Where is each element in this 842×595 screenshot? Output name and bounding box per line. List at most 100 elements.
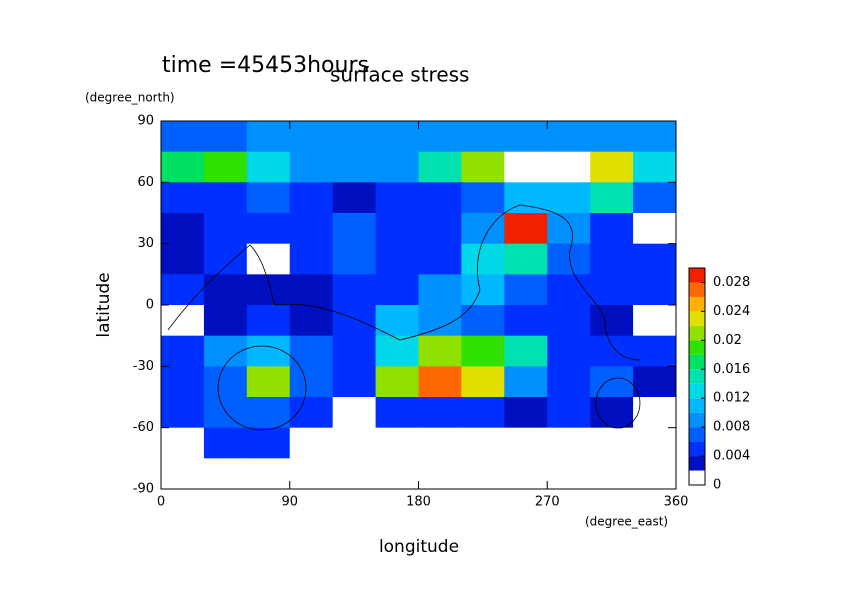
field-cell (547, 458, 591, 490)
field-cell (161, 151, 205, 183)
field-cell (332, 121, 377, 153)
field-cell (633, 335, 677, 367)
field-cell (203, 274, 248, 306)
field-cell (375, 274, 419, 306)
field-cell (418, 213, 462, 245)
field-cell (203, 121, 248, 153)
field-cell (633, 243, 677, 275)
x-tick-label: 180 (406, 495, 431, 510)
y-axis-label: latitude (94, 272, 114, 337)
field-cell (547, 366, 591, 398)
field-cell (203, 151, 248, 183)
subtitle: time =45453hours (162, 53, 369, 78)
colorbar-bin (689, 340, 705, 355)
field-cell (161, 182, 205, 214)
chart-title: surface stress (330, 63, 469, 87)
field-cell (289, 213, 334, 245)
field-cell (590, 121, 634, 153)
field-cell (590, 427, 634, 459)
field-cell (547, 182, 591, 214)
field-cell (332, 151, 377, 183)
x-tick-label: 360 (664, 495, 689, 510)
field-cell (246, 121, 291, 153)
field-cell (461, 243, 505, 275)
field-cell (504, 366, 548, 398)
field-cell (203, 397, 248, 429)
colorbar-tick-label: 0.02 (713, 333, 742, 348)
field-cell (289, 397, 334, 429)
field-cell (161, 243, 205, 275)
field-cell (375, 366, 419, 398)
y-tick-label: 30 (137, 236, 154, 251)
field-cell (633, 182, 677, 214)
field-cell (633, 366, 677, 398)
field-cell (289, 274, 334, 306)
field-cell (246, 151, 291, 183)
field-cell (504, 305, 548, 337)
field-cell (547, 397, 591, 429)
colorbar-bin (689, 268, 705, 283)
colorbar-frame (688, 267, 706, 486)
field-cell (332, 274, 377, 306)
field-cell (161, 274, 205, 306)
colorbar-bin (689, 398, 705, 413)
field-cell (289, 182, 334, 214)
field-cell (161, 335, 205, 367)
colorbar-bin (689, 354, 705, 370)
field-cell (504, 121, 548, 153)
field-cell (461, 305, 505, 337)
field-cell (418, 427, 462, 459)
field-cell (246, 366, 291, 398)
field-cell (633, 458, 677, 490)
field-cell (161, 305, 205, 337)
field-cell (375, 213, 419, 245)
field-cell (547, 213, 591, 245)
colorbar-tick-label: 0.024 (713, 304, 750, 319)
field-cell (332, 397, 377, 429)
field-cell (590, 305, 634, 337)
field-cell (203, 243, 248, 275)
field-cell (418, 243, 462, 275)
field-cell (332, 335, 377, 367)
field-cell (633, 121, 677, 153)
field-cell (461, 121, 505, 153)
field-cell (547, 243, 591, 275)
field-cell (418, 397, 462, 429)
coastline (595, 377, 641, 429)
field-cell (590, 366, 634, 398)
field-cell (246, 427, 291, 459)
field-cell (246, 458, 291, 490)
field-cell (418, 458, 462, 490)
colorbar-bin (689, 383, 705, 399)
field-cell (633, 274, 677, 306)
field-cell (547, 305, 591, 337)
colorbar-bin (689, 427, 705, 442)
field-cell (161, 121, 205, 153)
colorbar-tick-label: 0.004 (713, 449, 750, 464)
field-cell (203, 213, 248, 245)
field-cell (504, 427, 548, 459)
field-cell (418, 335, 462, 367)
y-tick-label: 60 (137, 175, 154, 190)
field-cell (461, 335, 505, 367)
colorbar-bin (689, 412, 705, 428)
field-cell (590, 274, 634, 306)
colorbar-tick-label: 0.008 (713, 420, 750, 435)
colorbar-tick-label: 0.012 (713, 391, 750, 406)
field-cell (590, 213, 634, 245)
field-cell (332, 458, 377, 490)
field-cell (332, 182, 377, 214)
field-cell (246, 213, 291, 245)
field-cell (633, 305, 677, 337)
colorbar-tick-label: 0.028 (713, 275, 750, 290)
field-cell (161, 213, 205, 245)
field-cell (590, 151, 634, 183)
field-cell (161, 427, 205, 459)
field-cell (246, 182, 291, 214)
field-cell (375, 458, 419, 490)
y-tick-label: 0 (146, 298, 154, 313)
y-tick-label: -30 (133, 359, 154, 374)
field-cell (161, 366, 205, 398)
